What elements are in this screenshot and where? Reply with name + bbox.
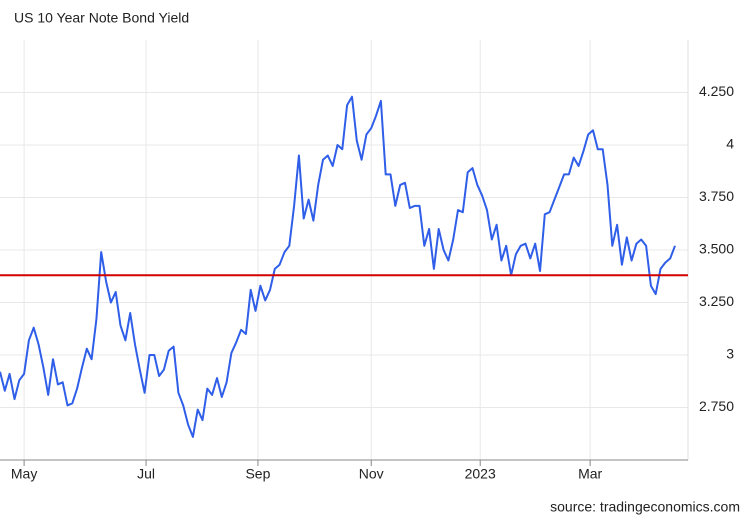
y-tick-label: 3.250 [699, 293, 734, 309]
x-tick-label: Mar [578, 466, 602, 482]
y-tick-label: 3.500 [699, 241, 734, 257]
x-tick-label: Sep [245, 466, 270, 482]
x-tick-label: Nov [359, 466, 384, 482]
y-tick-label: 3 [726, 346, 734, 362]
source: source: tradingeconomics.com [550, 499, 740, 515]
x-tick-label: Jul [137, 466, 155, 482]
chart-title: US 10 Year Note Bond Yield [14, 10, 189, 26]
series-line [0, 95, 676, 438]
y-tick-label: 4.250 [699, 83, 734, 99]
x-tick-label: May [11, 466, 37, 482]
y-tick-label: 4 [726, 136, 734, 152]
x-tick-label: 2023 [465, 466, 496, 482]
y-tick-label: 3.750 [699, 188, 734, 204]
y-tick-label: 2.750 [699, 398, 734, 414]
